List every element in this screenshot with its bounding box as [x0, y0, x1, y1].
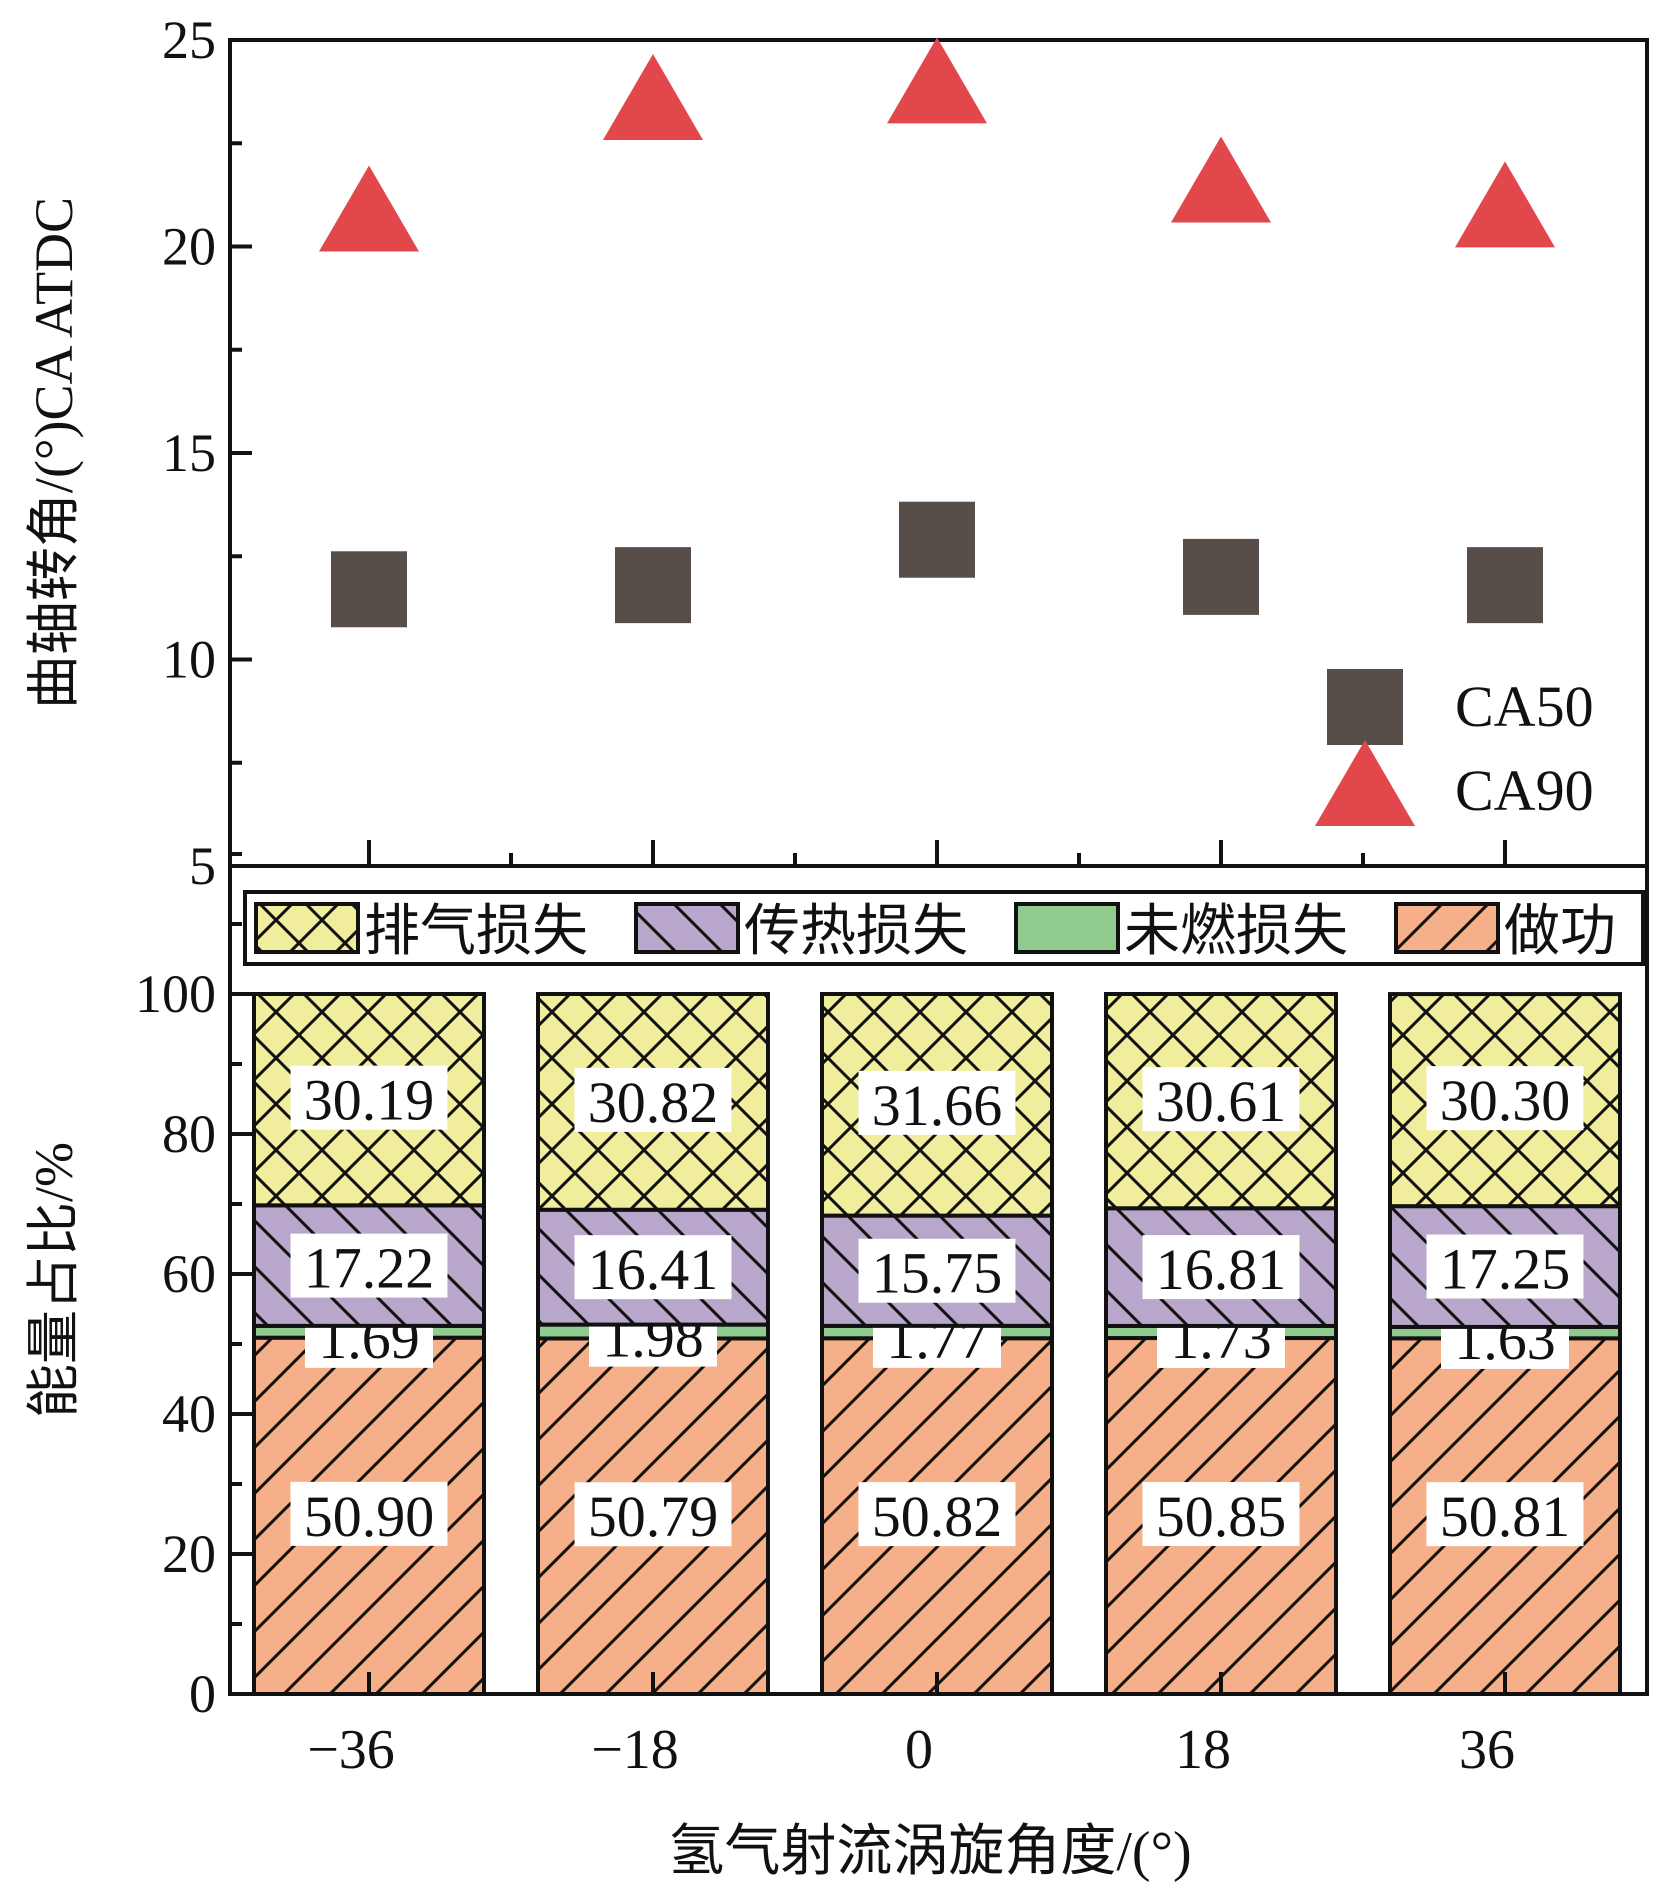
legend-label-2: 未燃损失 [1124, 901, 1348, 963]
legend-ca50-label: CA50 [1455, 674, 1594, 739]
y-tick-label: 20 [162, 1524, 216, 1584]
y-tick-label: 10 [162, 630, 216, 690]
ca50-point [899, 501, 975, 578]
data-label-bg [1426, 1066, 1584, 1131]
scatter-panel: 5 10 15 20 25 曲轴转角/(°)CA ATDC CA50 CA90 [24, 10, 1649, 896]
bar-outline [1388, 992, 1622, 1209]
data-label: 50.81 [1440, 1484, 1571, 1549]
data-label-bg [1142, 1067, 1300, 1132]
legend-hatch-0 [254, 902, 360, 954]
data-label-bg [290, 1481, 448, 1546]
legend-label-3: 做功 [1504, 901, 1616, 963]
y-tick-label: 60 [162, 1244, 216, 1304]
data-label: 50.79 [588, 1484, 719, 1549]
data-label: 30.61 [1156, 1069, 1287, 1134]
data-label-bg [858, 1482, 1016, 1547]
data-label-bg [574, 1067, 732, 1132]
legend-label-0: 排气损失 [364, 901, 588, 963]
bar-legend: 排气损失 传热损失 未燃损失 做功 [243, 890, 1645, 966]
ca90-point [1171, 136, 1271, 223]
ca50-point [1183, 538, 1259, 615]
bar-outline [1104, 992, 1338, 1211]
bar-outline [820, 992, 1054, 1218]
data-label-bg [1142, 1482, 1300, 1547]
data-label-bg [574, 1482, 732, 1547]
bar-outline [252, 992, 486, 1208]
data-label: 30.82 [588, 1070, 719, 1135]
ca50-point [615, 547, 691, 624]
data-label: 30.30 [1440, 1068, 1571, 1133]
y-tick-label: 15 [162, 423, 216, 483]
y-tick-label: 25 [162, 10, 216, 70]
data-label-bg [1426, 1234, 1584, 1299]
legend-hatch-3 [1394, 902, 1500, 954]
legend-hatch-1 [634, 902, 740, 954]
y-tick-label: 80 [162, 1104, 216, 1164]
x-tick-label: −36 [307, 1719, 395, 1781]
bar-panel: 020406080100能量占比/%50.901.6917.2230.19−36… [24, 852, 1649, 1883]
ca50-point [331, 551, 407, 628]
y-tick-label: 5 [189, 836, 216, 896]
ca90-point [319, 165, 419, 252]
y-tick-label: 0 [189, 1664, 216, 1724]
data-label-bg [1142, 1235, 1300, 1300]
ca90-point [1455, 161, 1555, 248]
data-label-bg [574, 1235, 732, 1300]
data-label-bg [290, 1233, 448, 1298]
data-label-bg [1426, 1482, 1584, 1547]
data-label: 50.85 [1156, 1484, 1287, 1549]
data-label: 17.22 [304, 1236, 435, 1301]
legend-label-1: 传热损失 [744, 901, 968, 963]
legend-ca50-marker [1327, 669, 1403, 745]
x-tick-label: 0 [905, 1719, 933, 1781]
data-label: 31.66 [872, 1073, 1003, 1138]
legend-ca90-marker [1315, 740, 1415, 826]
ca90-point [887, 37, 987, 124]
y-tick-label: 40 [162, 1384, 216, 1444]
x-tick-label: 18 [1175, 1719, 1231, 1781]
y-tick-label: 20 [162, 217, 216, 277]
bar-outline [536, 992, 770, 1212]
legend-ca90-label: CA90 [1455, 758, 1594, 823]
y-axis-title: 能量占比/% [24, 1142, 84, 1418]
data-label: 16.41 [588, 1237, 719, 1302]
data-label-bg [290, 1065, 448, 1130]
data-label: 17.25 [1440, 1237, 1571, 1302]
data-label: 50.90 [304, 1484, 435, 1549]
x-tick-label: 36 [1459, 1719, 1515, 1781]
data-label: 15.75 [872, 1241, 1003, 1306]
data-label: 16.81 [1156, 1237, 1287, 1302]
data-label: 30.19 [304, 1068, 435, 1133]
legend-swatch-2 [1014, 902, 1120, 954]
data-label-bg [858, 1238, 1016, 1303]
ca50-point [1467, 547, 1543, 624]
y-axis-title: 曲轴转角/(°)CA ATDC [24, 197, 84, 709]
data-label-bg [858, 1070, 1016, 1135]
x-axis-title: 氢气射流涡旋角度/(°) [668, 1821, 1191, 1883]
data-label: 50.82 [872, 1484, 1003, 1549]
x-tick-label: −18 [591, 1719, 679, 1781]
y-tick-label: 100 [135, 964, 216, 1024]
ca90-point [603, 53, 703, 140]
scatter-frame [228, 38, 1649, 868]
